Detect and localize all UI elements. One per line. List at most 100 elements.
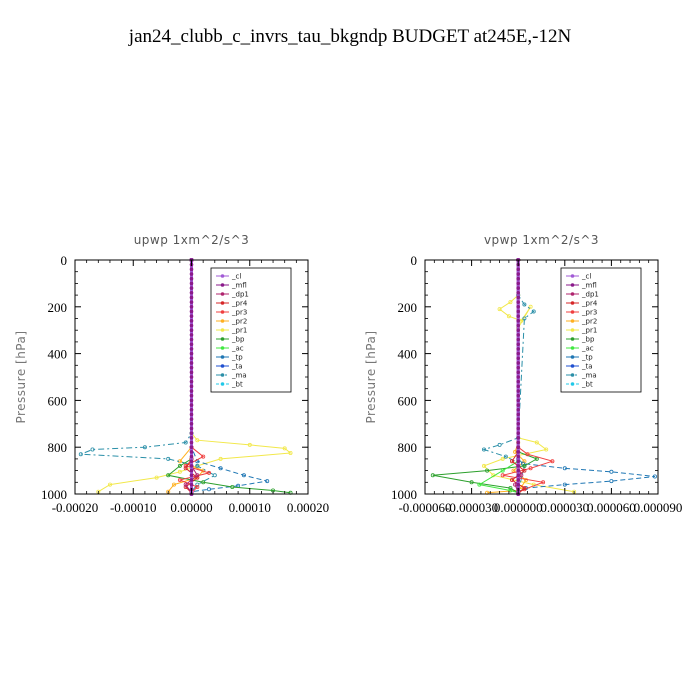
zero-line-marker: [516, 478, 520, 482]
zero-line-marker: [516, 393, 520, 398]
y-axis-label: Pressure [hPa]: [14, 330, 28, 423]
zero-line-marker: [516, 337, 520, 342]
data-point-pr1: [506, 314, 511, 319]
zero-line-marker: [516, 365, 520, 370]
legend-entry: _pr3: [581, 309, 597, 317]
y-tick-label: 1000: [391, 487, 417, 502]
data-point-ma: [497, 442, 502, 447]
zero-line-marker: [189, 333, 194, 337]
legend-marker: [570, 292, 575, 296]
legend-marker: [570, 274, 575, 278]
y-tick-label: 0: [61, 253, 68, 268]
zero-line-marker: [189, 309, 194, 314]
legend-entry: _ma: [581, 372, 597, 380]
data-point-ma: [195, 482, 200, 487]
series-line-pr3: [502, 260, 555, 494]
data-point-ac: [508, 488, 513, 493]
legend-entry: _bp: [231, 336, 245, 344]
zero-line-marker: [516, 436, 520, 440]
zero-line-marker: [516, 356, 520, 361]
vpwp-panel: vpwp 1xm^2/s^3 Pressure [hPa] -0.000060-0.…: [364, 233, 682, 515]
data-point-bp: [201, 480, 206, 485]
series-line-bp: [432, 260, 538, 494]
data-point-pr3: [550, 459, 555, 464]
series-line-ma: [80, 260, 216, 493]
legend-marker: [220, 292, 225, 296]
data-point-dp1: [195, 473, 200, 478]
data-point-ma: [195, 463, 200, 468]
zero-line-marker: [189, 436, 194, 440]
legend-entry: _mfl: [581, 282, 597, 290]
legend-marker: [570, 346, 575, 350]
data-point-ma: [531, 309, 536, 314]
zero-line-marker: [516, 272, 520, 276]
data-point-ma: [183, 440, 188, 445]
data-point-pr4: [522, 468, 527, 473]
zero-line-marker: [189, 422, 194, 426]
zero-line-marker: [516, 482, 520, 487]
zero-line-marker: [189, 478, 194, 482]
data-point-pr3: [528, 466, 533, 471]
zero-line-marker: [516, 295, 520, 300]
zero-line-marker: [189, 305, 194, 309]
legend-entry: _bt: [231, 381, 243, 389]
series-line-ac: [478, 260, 519, 494]
zero-line-marker: [516, 290, 520, 295]
data-point-pr1: [500, 456, 505, 461]
data-point-pr1: [108, 482, 113, 487]
data-point-pr3: [177, 477, 182, 482]
zero-line-marker: [189, 314, 194, 318]
zero-line-marker: [516, 454, 520, 459]
zero-line-marker: [189, 361, 194, 365]
data-point-pr1: [247, 442, 252, 447]
series-line-ma: [482, 260, 535, 492]
zero-line-marker: [516, 407, 520, 412]
zero-line-marker: [189, 295, 194, 300]
data-point-pr1: [481, 463, 486, 468]
zero-line-marker: [189, 417, 194, 421]
data-point-bp: [166, 473, 171, 478]
zero-line-marker: [189, 281, 194, 286]
legend-entry: _dp1: [231, 291, 249, 299]
data-point-tp: [562, 482, 567, 487]
data-point-bp: [485, 468, 490, 473]
legend-marker: [570, 301, 575, 305]
zero-line-marker: [189, 440, 194, 445]
zero-line-marker: [516, 305, 520, 309]
zero-line-marker: [516, 328, 520, 333]
zero-line-marker: [516, 473, 520, 478]
data-point-tp: [206, 487, 211, 492]
y-tick-label: 200: [48, 300, 68, 315]
legend-entry: _bt: [581, 381, 593, 389]
zero-line-marker: [189, 459, 194, 464]
data-point-bp: [469, 480, 474, 485]
zero-line-marker: [516, 384, 520, 389]
zero-line-marker: [516, 276, 520, 281]
legend-marker: [220, 328, 225, 332]
zero-line-marker: [189, 384, 194, 389]
zero-line-marker: [516, 412, 520, 417]
series-line-pr2: [167, 260, 205, 493]
legend-marker: [570, 328, 575, 332]
zero-line-marker: [189, 267, 194, 272]
data-point-tp: [218, 466, 223, 471]
data-point-pr1: [508, 300, 513, 305]
zero-line-marker: [189, 454, 194, 459]
data-point-pr4: [509, 459, 514, 464]
legend-marker: [570, 283, 575, 287]
y-tick-label: 0: [411, 253, 418, 268]
zero-line-marker: [189, 328, 194, 333]
data-point-ma: [78, 452, 83, 457]
zero-line-marker: [516, 333, 520, 337]
zero-line-marker: [516, 361, 520, 365]
zero-line-marker: [516, 464, 520, 468]
y-tick-label: 1000: [41, 487, 67, 502]
data-point-tp: [562, 466, 567, 471]
legend-entry: _cl: [581, 273, 591, 281]
data-point-tp: [241, 473, 246, 478]
data-point-pr1: [195, 438, 200, 443]
x-tick-label: -0.00020: [52, 500, 99, 515]
panel-title: vpwp 1xm^2/s^3: [484, 233, 599, 247]
y-tick-label: 800: [398, 440, 418, 455]
data-point-tp: [652, 474, 657, 479]
